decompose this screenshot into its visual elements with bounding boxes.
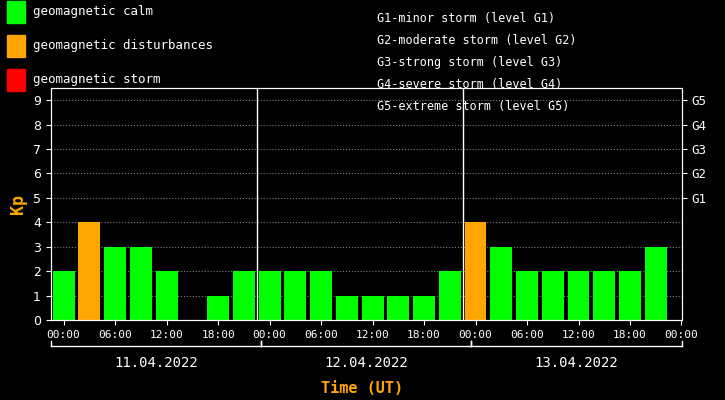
- Text: G5-extreme storm (level G5): G5-extreme storm (level G5): [377, 100, 569, 113]
- Bar: [568, 271, 589, 320]
- Text: G2-moderate storm (level G2): G2-moderate storm (level G2): [377, 34, 576, 47]
- Text: geomagnetic disturbances: geomagnetic disturbances: [33, 40, 212, 52]
- Bar: [130, 247, 152, 320]
- Bar: [387, 296, 409, 320]
- Bar: [233, 271, 254, 320]
- Text: G4-severe storm (level G4): G4-severe storm (level G4): [377, 78, 563, 91]
- Text: G3-strong storm (level G3): G3-strong storm (level G3): [377, 56, 563, 69]
- Bar: [78, 222, 100, 320]
- Bar: [336, 296, 357, 320]
- Text: Time (UT): Time (UT): [321, 381, 404, 396]
- Text: 11.04.2022: 11.04.2022: [114, 356, 198, 370]
- Text: geomagnetic storm: geomagnetic storm: [33, 74, 160, 86]
- Bar: [516, 271, 538, 320]
- Bar: [413, 296, 435, 320]
- Bar: [619, 271, 641, 320]
- Bar: [53, 271, 75, 320]
- Text: geomagnetic calm: geomagnetic calm: [33, 6, 153, 18]
- Bar: [156, 271, 178, 320]
- Text: 12.04.2022: 12.04.2022: [324, 356, 408, 370]
- Bar: [284, 271, 306, 320]
- Bar: [542, 271, 564, 320]
- Text: 13.04.2022: 13.04.2022: [534, 356, 618, 370]
- Bar: [310, 271, 332, 320]
- Bar: [439, 271, 460, 320]
- Bar: [593, 271, 616, 320]
- Bar: [207, 296, 229, 320]
- Bar: [104, 247, 126, 320]
- Y-axis label: Kp: Kp: [9, 194, 28, 214]
- Text: G1-minor storm (level G1): G1-minor storm (level G1): [377, 12, 555, 25]
- Bar: [362, 296, 384, 320]
- Bar: [645, 247, 667, 320]
- Bar: [490, 247, 513, 320]
- Bar: [465, 222, 486, 320]
- Bar: [259, 271, 281, 320]
